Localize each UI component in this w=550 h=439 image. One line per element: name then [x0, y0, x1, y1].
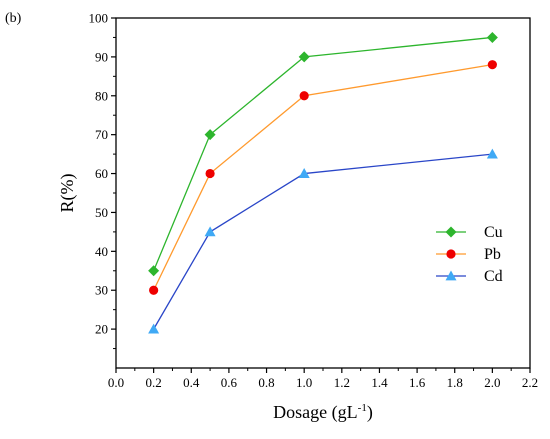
data-point-pb: [205, 168, 215, 179]
x-tick-label: 1.2: [334, 375, 350, 390]
plot-frame: [115, 17, 531, 369]
data-point-pb: [149, 285, 159, 295]
data-point-cd: [486, 148, 498, 159]
legend-label: Cd: [484, 268, 503, 285]
x-tick-label: 0.6: [221, 375, 238, 390]
x-tick-label: 1.6: [409, 375, 426, 390]
legend-item-cu: Cu: [436, 224, 503, 241]
y-tick-label: 80: [95, 88, 108, 103]
data-point-cd: [148, 323, 160, 334]
x-tick-label: 0.8: [258, 375, 274, 390]
x-tick-label: 1.4: [371, 375, 388, 390]
y-tick-label: 20: [95, 322, 108, 337]
y-tick-label: 40: [95, 244, 108, 259]
panel-label: (b): [5, 11, 22, 26]
x-tick-label: 2.0: [484, 375, 500, 390]
x-tick-label: 0.2: [146, 375, 162, 390]
legend-marker: [446, 249, 456, 259]
data-point-cu: [486, 31, 498, 43]
data-point-cd: [298, 168, 310, 178]
data-point-pb: [299, 91, 309, 101]
series-cu: [148, 31, 498, 277]
x-tick-label: 2.2: [522, 375, 538, 390]
y-tick-label: 90: [95, 49, 108, 64]
y-tick-label: 70: [95, 127, 108, 142]
y-tick-label: 60: [95, 166, 108, 181]
x-tick-label: 0.0: [108, 375, 124, 390]
y-tick-label: 50: [95, 205, 108, 220]
series-layer: [148, 31, 498, 334]
data-point-cu: [204, 129, 216, 141]
x-tick-label: 0.4: [183, 375, 200, 390]
data-point-cu: [148, 265, 160, 277]
y-axis-title: R(%): [57, 174, 78, 213]
data-point-pb: [487, 60, 497, 70]
series-pb: [149, 60, 497, 295]
x-axis-title-suffix: ): [367, 402, 373, 423]
legend-item-cd: Cd: [436, 268, 503, 285]
legend-label: Pb: [484, 246, 501, 263]
x-tick-label: 1.0: [296, 375, 312, 390]
legend-marker: [445, 270, 457, 281]
legend: Cu Pb Cd: [436, 224, 503, 285]
legend-item-pb: Pb: [436, 246, 501, 263]
y-tick-label: 30: [95, 283, 108, 298]
x-axis-title-superscript: -1: [358, 402, 367, 414]
y-tick-label: 100: [89, 11, 109, 26]
series-line-pb: [153, 64, 493, 291]
series-cd: [148, 148, 498, 334]
legend-marker: [445, 226, 457, 238]
axes: 0.0 0.2 0.4 0.6 0.8 1.0 1.2 1.4 1.6 1.8 2.0 2.2 20 30…: [57, 11, 538, 424]
data-point-cd: [204, 226, 216, 237]
x-tick-label: 1.8: [447, 375, 463, 390]
legend-label: Cu: [484, 224, 503, 241]
series-line-cd: [153, 153, 493, 330]
series-line-cu: [153, 36, 493, 272]
data-point-cu: [298, 51, 310, 63]
x-axis-title: Dosage (gL-1): [273, 402, 373, 423]
